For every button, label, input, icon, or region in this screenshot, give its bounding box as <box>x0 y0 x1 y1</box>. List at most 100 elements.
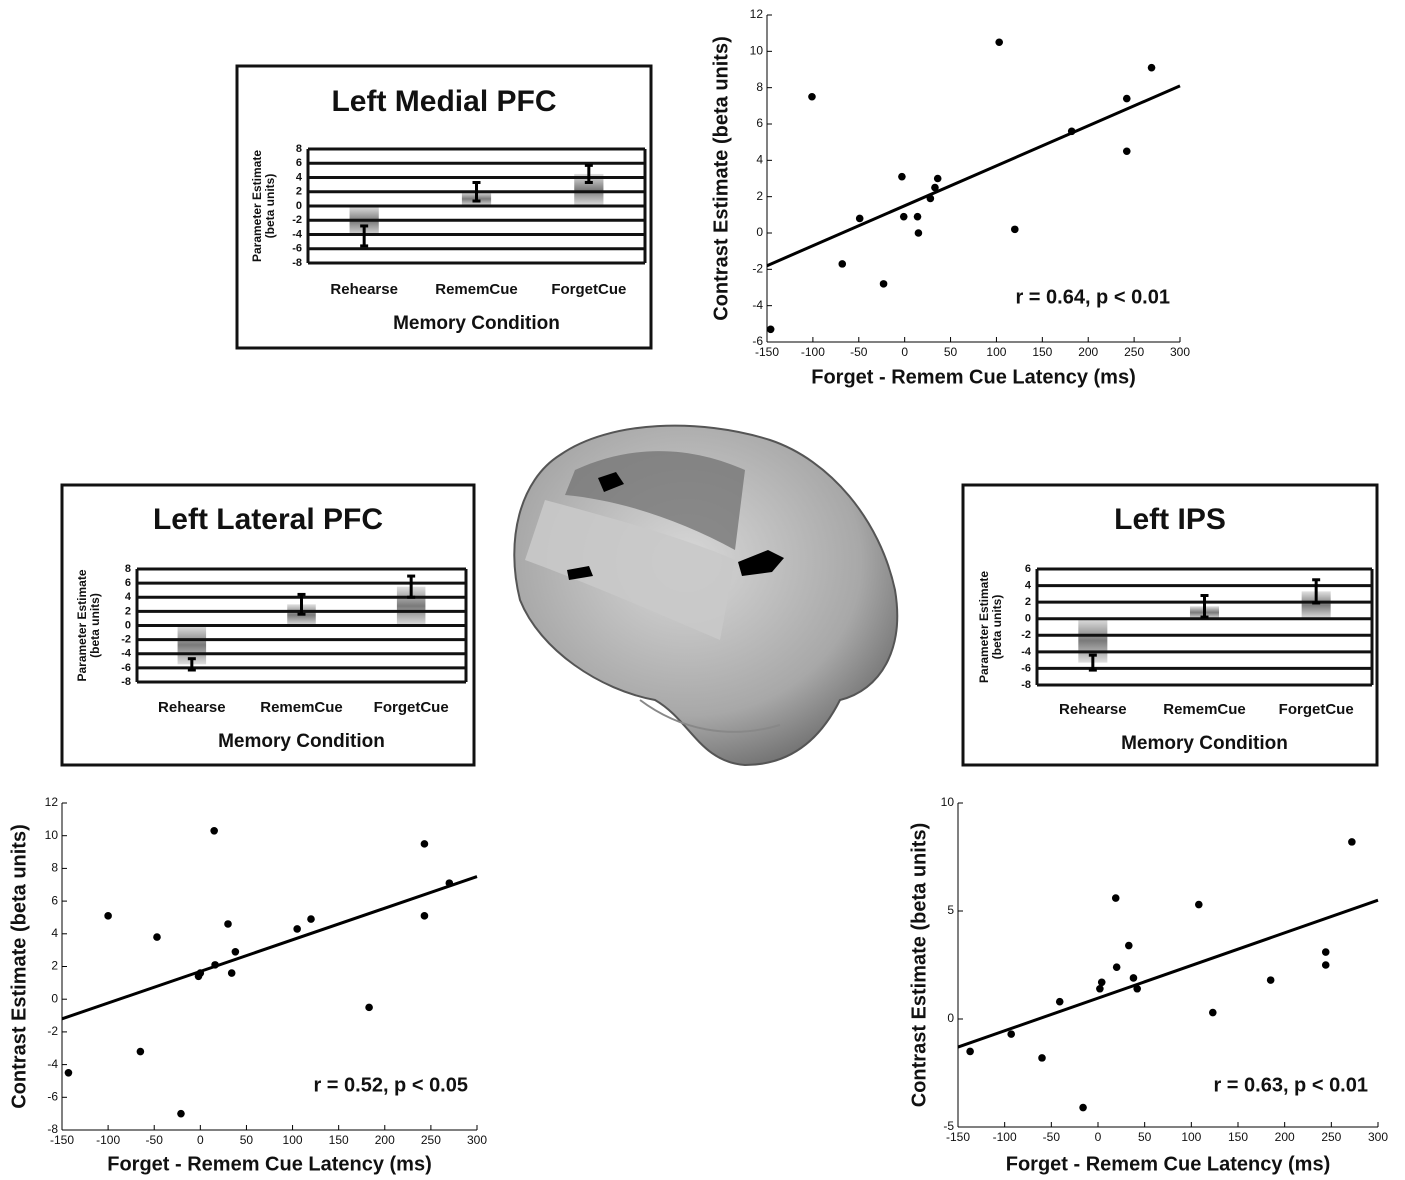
y-tick-label: -6 <box>752 334 763 348</box>
error-bar <box>1312 578 1321 605</box>
point <box>1011 225 1019 234</box>
y-tick-label: -2 <box>752 262 763 276</box>
x-tick-label: 250 <box>421 1133 441 1147</box>
y-tick-label: 0 <box>296 200 302 212</box>
category-label: ForgetCue <box>374 699 449 716</box>
y-tick-label: 2 <box>296 186 302 198</box>
point <box>1125 941 1133 950</box>
point <box>1122 147 1131 156</box>
y-tick-label: -2 <box>121 634 131 646</box>
annotation: r = 0.52, p < 0.05 <box>313 1074 468 1096</box>
y-tick-label: -4 <box>121 648 132 660</box>
y-tick-label: -4 <box>292 228 303 240</box>
y-tick-label: 10 <box>941 795 955 809</box>
point <box>231 947 240 956</box>
error-bar <box>584 163 593 184</box>
x-tick-label: 0 <box>197 1133 204 1147</box>
point <box>307 915 315 923</box>
error-bar <box>297 592 306 616</box>
x-tick-label: 100 <box>1181 1130 1201 1144</box>
x-tick-label: 150 <box>329 1133 349 1147</box>
y-axis-title: (beta units) <box>990 595 1004 660</box>
x-tick-label: 150 <box>1032 345 1052 359</box>
point <box>995 38 1003 47</box>
panel-title: Left Medial PFC <box>331 85 556 118</box>
panel-title: Left IPS <box>1114 503 1226 536</box>
point <box>933 174 942 183</box>
panel-frame <box>60 483 476 767</box>
y-axis-title: Contrast Estimate (beta units) <box>908 823 930 1107</box>
x-tick-label: 250 <box>1124 345 1144 359</box>
point <box>445 879 454 887</box>
point <box>914 229 923 237</box>
point <box>153 933 161 941</box>
point <box>913 212 922 221</box>
x-tick-label: 200 <box>1078 345 1098 359</box>
x-tick-label: -50 <box>850 345 868 359</box>
x-tick-label: -50 <box>146 1133 164 1147</box>
annotation: r = 0.64, p < 0.01 <box>1015 286 1170 308</box>
regression-line <box>957 898 1379 1049</box>
point <box>1209 1008 1217 1017</box>
error-bar <box>472 180 481 203</box>
y-tick-label: 4 <box>51 926 58 940</box>
y-tick-label: 2 <box>51 959 58 973</box>
y-axis-title: Contrast Estimate (beta units) <box>8 824 30 1108</box>
y-tick-label: 6 <box>51 893 58 907</box>
point <box>1129 974 1138 982</box>
y-tick-label: -5 <box>943 1119 954 1133</box>
point <box>196 969 205 977</box>
y-tick-label: -2 <box>292 214 302 226</box>
point <box>838 260 847 268</box>
y-tick-label: 8 <box>51 861 58 875</box>
point <box>1133 984 1141 993</box>
panel-frame <box>961 483 1379 767</box>
regression-line <box>766 84 1181 268</box>
point <box>931 183 939 192</box>
category-label: Rehearse <box>1059 701 1127 718</box>
x-tick-label: 0 <box>1095 1130 1102 1144</box>
y-tick-label: -8 <box>47 1122 58 1136</box>
annotation: r = 0.63, p < 0.01 <box>1213 1074 1368 1096</box>
x-tick-label: -100 <box>993 1130 1017 1144</box>
category-label: ForgetCue <box>1279 701 1354 718</box>
y-tick-label: 0 <box>1025 613 1031 625</box>
x-axis-title: Forget - Remem Cue Latency (ms) <box>107 1153 432 1175</box>
y-tick-label: 4 <box>756 153 763 167</box>
point <box>1067 127 1076 136</box>
y-tick-label: -6 <box>121 662 131 674</box>
panel-title: Left Lateral PFC <box>153 503 383 536</box>
x-axis-title: Forget - Remem Cue Latency (ms) <box>811 366 1136 388</box>
x-tick-label: 100 <box>283 1133 303 1147</box>
point <box>1038 1054 1046 1062</box>
category-label: Rehearse <box>330 281 398 298</box>
y-tick-label: 8 <box>756 80 763 94</box>
error-bar <box>1200 594 1209 619</box>
x-tick-label: 150 <box>1228 1130 1248 1144</box>
x-tick-label: -50 <box>1043 1130 1061 1144</box>
x-tick-label: -150 <box>755 345 779 359</box>
x-tick-label: -100 <box>801 345 825 359</box>
y-tick-label: 4 <box>296 171 303 183</box>
x-tick-label: 200 <box>375 1133 395 1147</box>
y-tick-label: 0 <box>125 619 131 631</box>
x-tick-label: 100 <box>986 345 1006 359</box>
x-axis-title: Forget - Remem Cue Latency (ms) <box>1006 1153 1331 1175</box>
y-tick-label: -4 <box>1021 646 1032 658</box>
error-bar <box>1088 653 1097 672</box>
x-tick-label: 200 <box>1275 1130 1295 1144</box>
x-axis-title: Memory Condition <box>1121 733 1288 754</box>
point <box>1112 963 1121 971</box>
y-axis-title: Parameter Estimate <box>977 571 991 683</box>
point <box>898 172 906 181</box>
category-label: RememCue <box>260 699 343 716</box>
x-tick-label: 300 <box>1368 1130 1388 1144</box>
error-bar <box>360 224 369 248</box>
x-tick-label: 300 <box>1170 345 1190 359</box>
regression-line <box>61 875 478 1021</box>
point <box>1348 838 1356 846</box>
point <box>1055 997 1064 1006</box>
x-tick-label: -150 <box>50 1133 74 1147</box>
